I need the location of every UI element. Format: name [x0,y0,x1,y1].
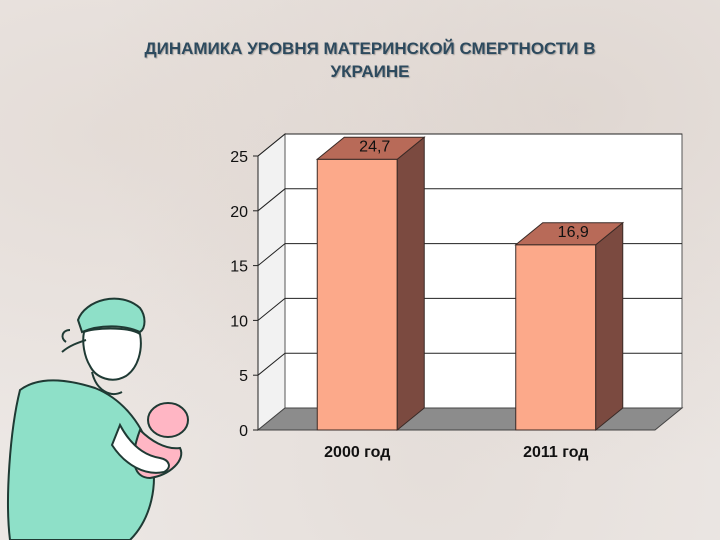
bar: 24,7 [315,136,426,432]
bar-side-face [595,221,624,432]
bar: 16,9 [514,221,625,432]
slide-title-line-2: УКРАИНЕ [330,62,410,81]
slide-title-line-1: ДИНАМИКА УРОВНЯ МАТЕРИНСКОЙ СМЕРТНОСТИ В [144,39,596,58]
bar-side-face [396,136,425,432]
bar-value-label: 24,7 [359,138,390,155]
gridline [257,188,682,212]
bar-top-face [315,136,426,160]
bar-front-face [316,158,398,431]
x-category-label: 2011 год [523,444,588,461]
y-tick-label: 25 [230,149,248,166]
y-tick-label: 15 [230,259,248,276]
y-tick-label: 5 [239,368,248,385]
y-tick-label: 10 [230,313,248,330]
bar-value-label: 16,9 [558,224,589,241]
y-tick-label: 20 [230,204,248,221]
x-category-label: 2000 год [324,444,390,461]
slide-title: ДИНАМИКА УРОВНЯ МАТЕРИНСКОЙ СМЕРТНОСТИ В… [60,37,680,83]
bar-top-face [514,222,625,246]
bar-front-face [515,244,597,431]
chart-side-wall [257,132,286,432]
gridline [257,133,682,157]
y-tick-label: 0 [239,423,248,440]
nurse-with-baby-illustration [7,297,189,540]
